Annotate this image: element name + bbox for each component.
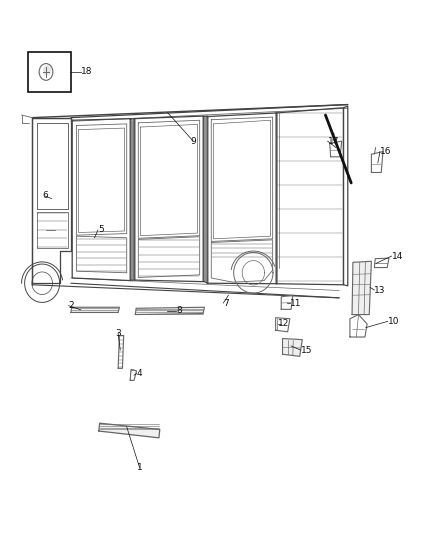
Bar xyxy=(28,52,71,92)
Text: 12: 12 xyxy=(278,319,290,328)
Text: 17: 17 xyxy=(328,136,339,146)
Polygon shape xyxy=(71,307,120,312)
Text: 11: 11 xyxy=(290,298,301,308)
Text: 8: 8 xyxy=(176,306,182,316)
Text: 10: 10 xyxy=(388,317,399,326)
Text: 2: 2 xyxy=(69,301,74,310)
Text: 3: 3 xyxy=(115,329,121,338)
Polygon shape xyxy=(352,261,371,314)
Circle shape xyxy=(43,65,52,76)
Text: 6: 6 xyxy=(42,191,48,200)
Text: 16: 16 xyxy=(380,147,392,156)
Text: 13: 13 xyxy=(374,286,386,295)
Text: 18: 18 xyxy=(81,67,92,76)
Text: 7: 7 xyxy=(223,298,229,308)
Text: 9: 9 xyxy=(191,136,196,146)
Text: 4: 4 xyxy=(137,369,142,378)
Text: 5: 5 xyxy=(98,225,104,235)
Text: 1: 1 xyxy=(137,463,142,472)
Polygon shape xyxy=(283,338,302,357)
Text: 15: 15 xyxy=(300,345,312,354)
Polygon shape xyxy=(135,307,205,314)
Polygon shape xyxy=(99,423,160,438)
Text: 14: 14 xyxy=(392,252,403,261)
